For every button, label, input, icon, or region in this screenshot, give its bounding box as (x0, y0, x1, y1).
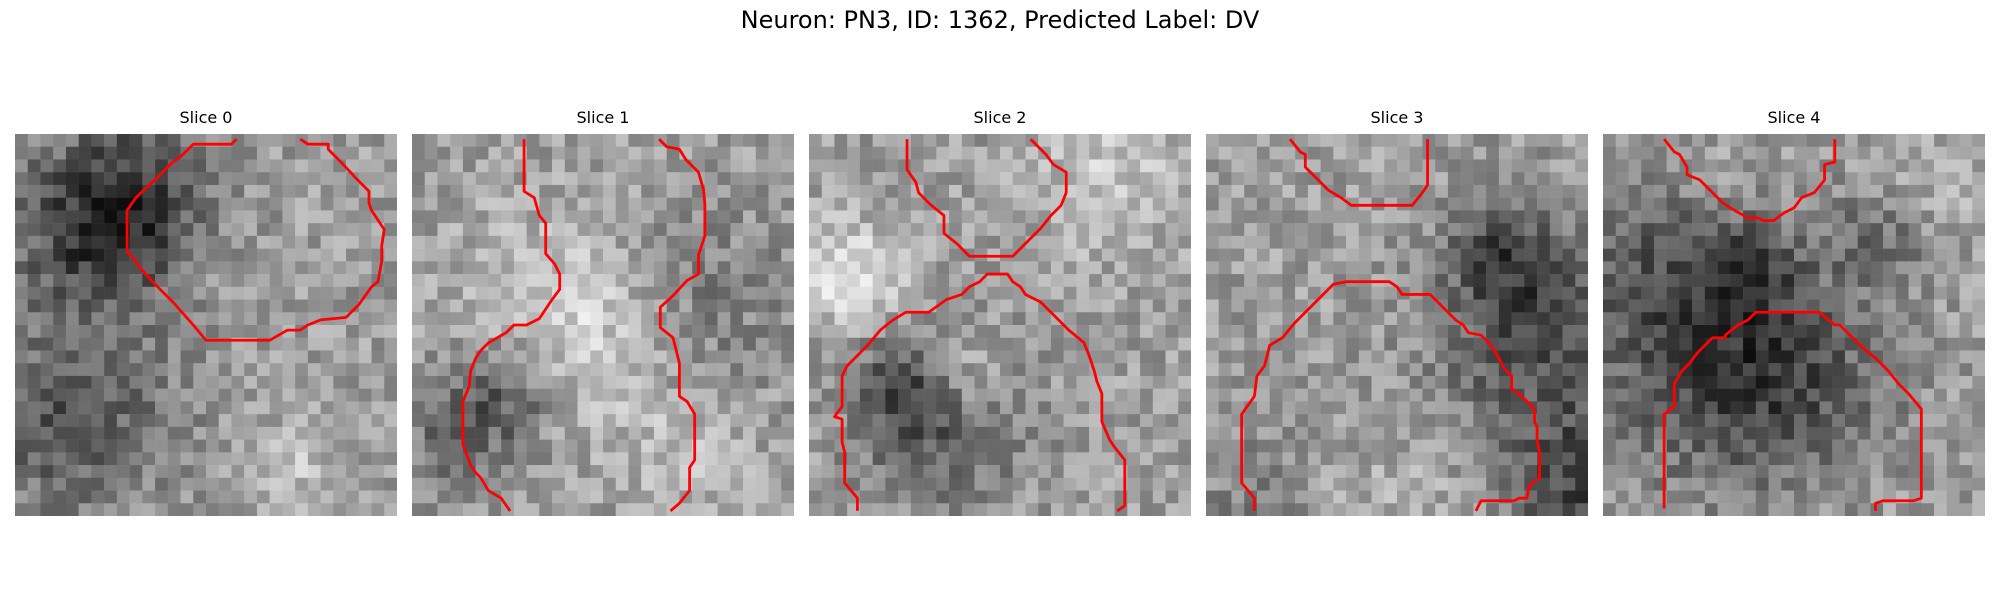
slice-2-contour (905, 138, 1068, 258)
slice-0-contour (125, 137, 386, 342)
figure-title: Neuron: PN3, ID: 1362, Predicted Label: … (740, 6, 1260, 34)
slice-2-pixels (809, 134, 1191, 516)
slice-1-title: Slice 1 (576, 108, 630, 127)
slice-3-image (1206, 134, 1588, 516)
slice-0-title: Slice 0 (179, 108, 233, 127)
slice-1-panel (412, 134, 794, 516)
slice-4-title: Slice 4 (1767, 108, 1821, 127)
slice-4-pixels (1603, 134, 1985, 516)
slice-2-title: Slice 2 (973, 108, 1027, 127)
slice-3-contour-b (1240, 280, 1542, 512)
slice-0-pixels (15, 134, 397, 516)
slice-3-title: Slice 3 (1370, 108, 1424, 127)
slice-3-contour (1288, 138, 1429, 207)
slice-1-contour-b (658, 138, 707, 512)
slice-4-image (1603, 134, 1985, 516)
slice-2-image (809, 134, 1191, 516)
slice-2-contour-b (833, 272, 1127, 513)
slice-1-contour (461, 139, 562, 512)
slice-1-image (412, 134, 794, 516)
slice-0-image (15, 134, 397, 516)
slice-0-panel (15, 134, 397, 516)
slice-3-panel (1206, 134, 1588, 516)
slice-2-panel (809, 134, 1191, 516)
slice-4-panel (1603, 134, 1985, 516)
slice-4-contour (1663, 138, 1837, 222)
slice-3-pixels (1206, 134, 1588, 516)
slice-4-contour-b (1662, 310, 1923, 511)
